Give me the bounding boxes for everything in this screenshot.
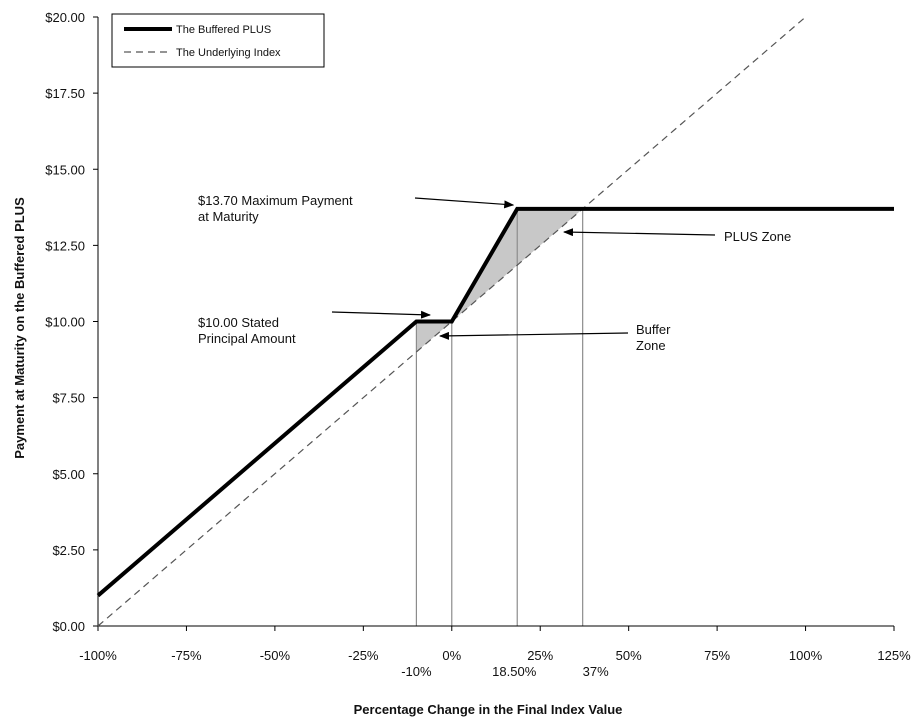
x-tick-label: 125% [877, 648, 911, 663]
annotation-arrow [414, 197, 515, 209]
annotation-text: $13.70 Maximum Payment [198, 193, 353, 208]
legend-label-buffered-plus: The Buffered PLUS [176, 24, 271, 36]
x-tick-label: 25% [527, 648, 553, 663]
extra-x-labels: -10% 18.50% 37% [401, 664, 609, 679]
annotation: PLUS Zone [563, 228, 791, 244]
series-lines [96, 16, 894, 627]
series-line-buffered-plus [96, 206, 894, 598]
y-tick-label: $7.50 [52, 391, 85, 406]
y-tick-label: $5.00 [52, 467, 85, 482]
y-axis-title: Payment at Maturity on the Buffered PLUS [12, 197, 27, 459]
y-tick-label: $15.00 [45, 162, 85, 177]
y-tick-label: $2.50 [52, 543, 85, 558]
x-tick-label: 0% [442, 648, 461, 663]
annotation-text: Zone [636, 338, 666, 353]
annotation-arrow [331, 310, 431, 319]
y-tick-label: $12.50 [45, 238, 85, 253]
x-tick-label: -100% [79, 648, 117, 663]
legend-box [111, 13, 325, 68]
annotation-arrow [439, 331, 629, 340]
breakpoint-x-label: -10% [401, 664, 432, 679]
x-tick-label: 50% [616, 648, 642, 663]
shaded-region-buffer-zone [416, 321, 452, 352]
legend-label-underlying-index: The Underlying Index [176, 47, 281, 59]
x-axis-ticks: -100% -75% -50% -25% 0% 25% 50% 75% 100% 125% [79, 626, 911, 663]
annotation-text: PLUS Zone [724, 229, 791, 244]
x-tick-label: -50% [260, 648, 291, 663]
x-axis-title: Percentage Change in the Final Index Val… [354, 702, 623, 717]
y-axis-ticks: $0.00 $2.50 $5.00 $7.50 $10.00 $12.50 $15.00 $1… [45, 10, 98, 634]
y-tick-label: $0.00 [52, 619, 85, 634]
annotation-text: $10.00 Stated [198, 315, 279, 330]
breakpoint-x-label: 37% [583, 664, 609, 679]
x-tick-label: 75% [704, 648, 730, 663]
breakpoint-x-label: 18.50% [492, 664, 537, 679]
annotation-text: at Maturity [198, 209, 259, 224]
x-tick-label: -25% [348, 648, 379, 663]
y-tick-label: $10.00 [45, 315, 85, 330]
x-tick-label: 100% [789, 648, 823, 663]
reference-lines [415, 208, 584, 626]
annotation-text: Buffer [636, 322, 671, 337]
legend: The Buffered PLUS The Underlying Index [111, 13, 325, 68]
x-tick-label: -75% [171, 648, 202, 663]
y-tick-label: $17.50 [45, 86, 85, 101]
y-tick-label: $20.00 [45, 10, 85, 25]
annotation-text: Principal Amount [198, 331, 296, 346]
annotation-arrow [563, 228, 716, 237]
